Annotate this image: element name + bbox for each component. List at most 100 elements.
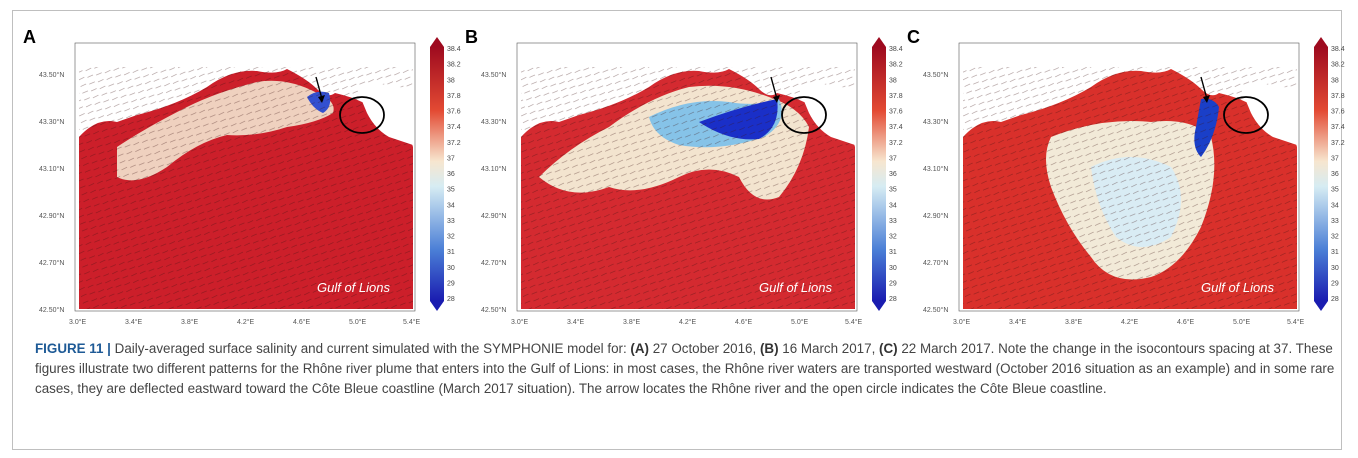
colorbar-tick: 35 xyxy=(889,187,897,194)
colorbar-tick: 37 xyxy=(889,155,897,162)
salinity-map-a: Gulf of Lions 43.50°N 43.30°N 43.10°N 42… xyxy=(39,37,461,326)
colorbar-tick: 36 xyxy=(447,171,455,178)
lon-tick: 5.4°E xyxy=(845,318,863,326)
lon-tick: 5.4°E xyxy=(403,318,421,326)
lon-tick: 5.0°E xyxy=(791,318,809,326)
colorbar-tick: 37.2 xyxy=(1331,140,1345,147)
colorbar-tick: 37 xyxy=(1331,155,1339,162)
salinity-map-b: Gulf of Lions 43.50°N 43.30°N 43.10°N 42… xyxy=(481,37,903,326)
lon-tick: 3.0°E xyxy=(511,318,529,326)
colorbar-tick: 33 xyxy=(447,218,455,225)
colorbar-tick: 31 xyxy=(447,249,455,256)
cote-bleue-circle xyxy=(1223,96,1269,134)
lon-tick: 3.4°E xyxy=(125,318,143,326)
caption-text: 27 October 2016, xyxy=(649,341,760,356)
colorbar-tick: 37 xyxy=(447,155,455,162)
colorbar-tick: 31 xyxy=(1331,249,1339,256)
colorbar-tick: 34 xyxy=(1331,202,1339,209)
figure-caption: FIGURE 11 | Daily-averaged surface salin… xyxy=(35,339,1335,399)
lat-tick: 43.10°N xyxy=(39,165,64,173)
cote-bleue-circle xyxy=(781,96,827,134)
colorbar-tick: 32 xyxy=(1331,234,1339,241)
panel-letter: A xyxy=(23,27,36,47)
colorbar-tick: 31 xyxy=(889,249,897,256)
colorbar-tick: 37.2 xyxy=(447,140,461,147)
panel-c: Gulf of Lions 43.50°N 43.30°N 43.10°N 42… xyxy=(901,27,1346,327)
lat-tick: 43.30°N xyxy=(923,118,948,126)
colorbar-tick: 38 xyxy=(1331,77,1339,84)
colorbar xyxy=(430,47,444,301)
colorbar-tick: 29 xyxy=(889,280,897,287)
caption-ref-c: (C) xyxy=(879,341,898,356)
lat-tick: 42.90°N xyxy=(923,212,948,220)
colorbar-tick: 29 xyxy=(447,280,455,287)
panel-b: Gulf of Lions 43.50°N 43.30°N 43.10°N 42… xyxy=(459,27,904,327)
colorbar-tick: 29 xyxy=(1331,280,1339,287)
lat-tick: 42.50°N xyxy=(39,306,64,314)
lat-tick: 43.10°N xyxy=(923,165,948,173)
colorbar-tick: 32 xyxy=(447,234,455,241)
panel-a: Gulf of Lions 43.50°N 43.30°N 43.10°N 42… xyxy=(17,27,462,327)
colorbar-tick: 38.2 xyxy=(1331,62,1345,69)
colorbar-tick: 38.4 xyxy=(447,46,461,53)
colorbar-tick: 38 xyxy=(889,77,897,84)
lon-tick: 3.0°E xyxy=(69,318,87,326)
caption-text: 22 March 2017. xyxy=(897,341,995,356)
lat-tick: 43.30°N xyxy=(39,118,64,126)
lat-tick: 43.50°N xyxy=(923,71,948,79)
lon-tick: 4.2°E xyxy=(237,318,255,326)
lon-tick: 4.6°E xyxy=(1177,318,1195,326)
region-label: Gulf of Lions xyxy=(1201,280,1274,295)
colorbar-tick: 32 xyxy=(889,234,897,241)
lon-tick: 4.2°E xyxy=(1121,318,1139,326)
lon-tick: 3.4°E xyxy=(567,318,585,326)
lon-tick: 3.8°E xyxy=(1065,318,1083,326)
colorbar-tick: 36 xyxy=(1331,171,1339,178)
colorbar-tick: 30 xyxy=(1331,265,1339,272)
caption-ref-b: (B) xyxy=(759,341,779,356)
lon-tick: 4.6°E xyxy=(293,318,311,326)
caption-text: Daily-averaged surface salinity and curr… xyxy=(110,341,631,356)
colorbar-tick: 37.8 xyxy=(447,93,461,100)
lat-tick: 43.10°N xyxy=(481,165,506,173)
colorbar-tick: 37.2 xyxy=(889,140,903,147)
lon-tick: 3.8°E xyxy=(623,318,641,326)
colorbar-tick: 38.2 xyxy=(447,62,461,69)
lon-tick: 4.6°E xyxy=(735,318,753,326)
lat-tick: 42.50°N xyxy=(481,306,506,314)
colorbar-tick: 38.2 xyxy=(889,62,903,69)
lon-tick: 3.4°E xyxy=(1009,318,1027,326)
lon-tick: 3.0°E xyxy=(953,318,971,326)
colorbar-tick: 37.8 xyxy=(1331,93,1345,100)
rhone-arrow xyxy=(770,76,778,100)
colorbar xyxy=(1314,47,1328,301)
region-label: Gulf of Lions xyxy=(317,280,390,295)
lat-tick: 42.70°N xyxy=(481,259,506,267)
lon-tick: 5.0°E xyxy=(349,318,367,326)
lat-tick: 42.90°N xyxy=(481,212,506,220)
lat-tick: 42.90°N xyxy=(39,212,64,220)
colorbar-tick: 36 xyxy=(889,171,897,178)
colorbar-tick: 37.6 xyxy=(1331,109,1345,116)
colorbar-tick: 35 xyxy=(447,187,455,194)
colorbar-tick: 33 xyxy=(1331,218,1339,225)
salinity-map-c: Gulf of Lions 43.50°N 43.30°N 43.10°N 42… xyxy=(923,37,1345,326)
colorbar-tick: 38 xyxy=(447,77,455,84)
colorbar-tick: 37.4 xyxy=(889,124,903,131)
lon-tick: 5.4°E xyxy=(1287,318,1305,326)
colorbar-tick: 33 xyxy=(889,218,897,225)
panel-letter: B xyxy=(465,27,478,47)
colorbar-tick: 38.4 xyxy=(1331,46,1345,53)
lon-tick: 4.2°E xyxy=(679,318,697,326)
colorbar-tick: 28 xyxy=(447,296,455,303)
caption-ref-a: (A) xyxy=(630,341,650,356)
lat-tick: 42.70°N xyxy=(39,259,64,267)
colorbar-tick: 37.6 xyxy=(889,109,903,116)
colorbar-tick: 34 xyxy=(889,202,897,209)
colorbar-tick: 37.4 xyxy=(447,124,461,131)
lat-tick: 42.50°N xyxy=(923,306,948,314)
lon-tick: 3.8°E xyxy=(181,318,199,326)
region-label: Gulf of Lions xyxy=(759,280,832,295)
colorbar-tick: 28 xyxy=(1331,296,1339,303)
lat-tick: 43.50°N xyxy=(39,71,64,79)
